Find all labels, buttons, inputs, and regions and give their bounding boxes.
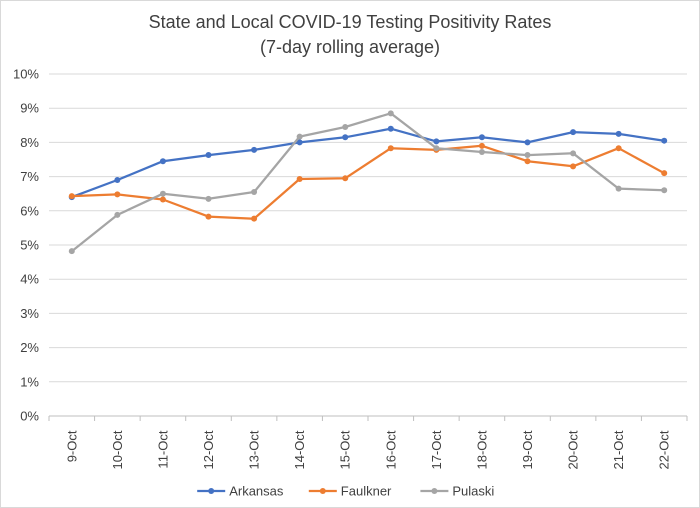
data-point-pulaski <box>296 133 303 140</box>
data-point-faulkner <box>68 193 75 200</box>
y-tick-label: 10% <box>13 67 39 82</box>
data-point-arkansas <box>615 130 622 137</box>
series-pulaski <box>68 110 668 255</box>
data-point-faulkner <box>387 145 394 152</box>
data-point-pulaski <box>478 148 485 155</box>
data-point-pulaski <box>524 152 531 159</box>
x-tick-label: 20-Oct <box>566 430 581 469</box>
legend-marker-faulkner <box>319 488 326 494</box>
data-point-arkansas <box>570 129 577 136</box>
data-point-arkansas <box>433 138 440 145</box>
x-tick-label: 10-Oct <box>110 430 125 469</box>
data-point-pulaski <box>615 185 622 192</box>
x-tick-label: 9-Oct <box>64 430 79 462</box>
series-arkansas <box>68 125 668 201</box>
y-tick-label: 7% <box>20 169 39 184</box>
y-tick-label: 4% <box>20 272 39 287</box>
x-tick-label: 11-Oct <box>155 430 170 468</box>
data-point-arkansas <box>478 134 485 141</box>
data-point-pulaski <box>68 248 75 255</box>
legend-item-pulaski[interactable]: Pulaski <box>420 484 494 499</box>
x-tick-label: 16-Oct <box>383 430 398 469</box>
data-point-faulkner <box>570 163 577 170</box>
data-point-pulaski <box>342 124 349 131</box>
legend-label-pulaski: Pulaski <box>452 484 494 499</box>
legend-label-arkansas: Arkansas <box>229 484 284 499</box>
data-point-faulkner <box>296 175 303 182</box>
x-tick-label: 21-Oct <box>611 430 626 469</box>
data-point-faulkner <box>342 175 349 182</box>
chart-subtitle: (7-day rolling average) <box>260 37 440 57</box>
data-point-pulaski <box>387 110 394 117</box>
data-point-arkansas <box>205 152 212 159</box>
series-faulkner <box>68 142 668 222</box>
data-point-arkansas <box>661 137 668 144</box>
data-point-pulaski <box>205 195 212 202</box>
data-point-faulkner <box>114 191 121 198</box>
series-line-arkansas <box>70 127 666 199</box>
data-point-pulaski <box>114 211 121 218</box>
data-point-faulkner <box>205 213 212 220</box>
x-tick-label: 18-Oct <box>474 430 489 469</box>
data-point-arkansas <box>387 125 394 132</box>
data-point-arkansas <box>342 134 349 141</box>
data-point-pulaski <box>251 188 258 195</box>
y-tick-labels: 0% 1% 2% 3% 4% 5% 6% 7% 8% 9% 10% <box>13 67 39 424</box>
x-tick-label: 15-Oct <box>338 430 353 469</box>
data-point-pulaski <box>661 187 668 194</box>
y-tick-label: 0% <box>20 409 39 424</box>
data-point-faulkner <box>524 158 531 165</box>
legend-item-faulkner[interactable]: Faulkner <box>308 484 392 499</box>
y-tick-label: 6% <box>20 203 39 218</box>
y-tick-label: 3% <box>20 306 39 321</box>
x-tick-label: 14-Oct <box>292 430 307 469</box>
data-point-faulkner <box>159 196 166 203</box>
gridlines <box>49 73 687 383</box>
legend-marker-pulaski <box>431 488 438 494</box>
data-point-arkansas <box>251 146 258 153</box>
data-point-faulkner <box>661 170 668 177</box>
data-point-pulaski <box>433 145 440 152</box>
data-point-pulaski <box>159 190 166 197</box>
x-tick-label: 12-Oct <box>201 430 216 469</box>
y-tick-label: 9% <box>20 101 39 116</box>
data-point-faulkner <box>251 215 258 222</box>
data-point-pulaski <box>570 150 577 157</box>
y-tick-label: 8% <box>20 135 39 150</box>
series-line-pulaski <box>70 112 666 253</box>
legend-item-arkansas[interactable]: Arkansas <box>197 484 284 499</box>
x-tick-label: 13-Oct <box>247 430 262 469</box>
legend-label-faulkner: Faulkner <box>341 484 392 499</box>
data-point-arkansas <box>524 139 531 146</box>
y-tick-label: 5% <box>20 238 39 253</box>
y-tick-label: 2% <box>20 340 39 355</box>
data-point-arkansas <box>296 139 303 146</box>
data-point-arkansas <box>159 158 166 165</box>
data-series <box>68 110 668 255</box>
chart-title: State and Local COVID-19 Testing Positiv… <box>149 12 552 32</box>
x-tick-label: 17-Oct <box>429 430 444 469</box>
y-tick-label: 1% <box>20 374 39 389</box>
x-tick-labels: 9-Oct 10-Oct 11-Oct 12-Oct 13-Oct 14-Oct 15-Oc… <box>64 430 671 469</box>
legend[interactable]: Arkansas Faulkner Pulaski <box>197 484 494 499</box>
data-point-arkansas <box>114 177 121 184</box>
axes <box>48 415 688 421</box>
data-point-faulkner <box>478 142 485 149</box>
series-line-faulkner <box>70 144 666 220</box>
legend-marker-arkansas <box>208 488 215 494</box>
x-tick-label: 22-Oct <box>657 430 672 469</box>
data-point-faulkner <box>615 145 622 152</box>
x-tick-label: 19-Oct <box>520 430 535 469</box>
